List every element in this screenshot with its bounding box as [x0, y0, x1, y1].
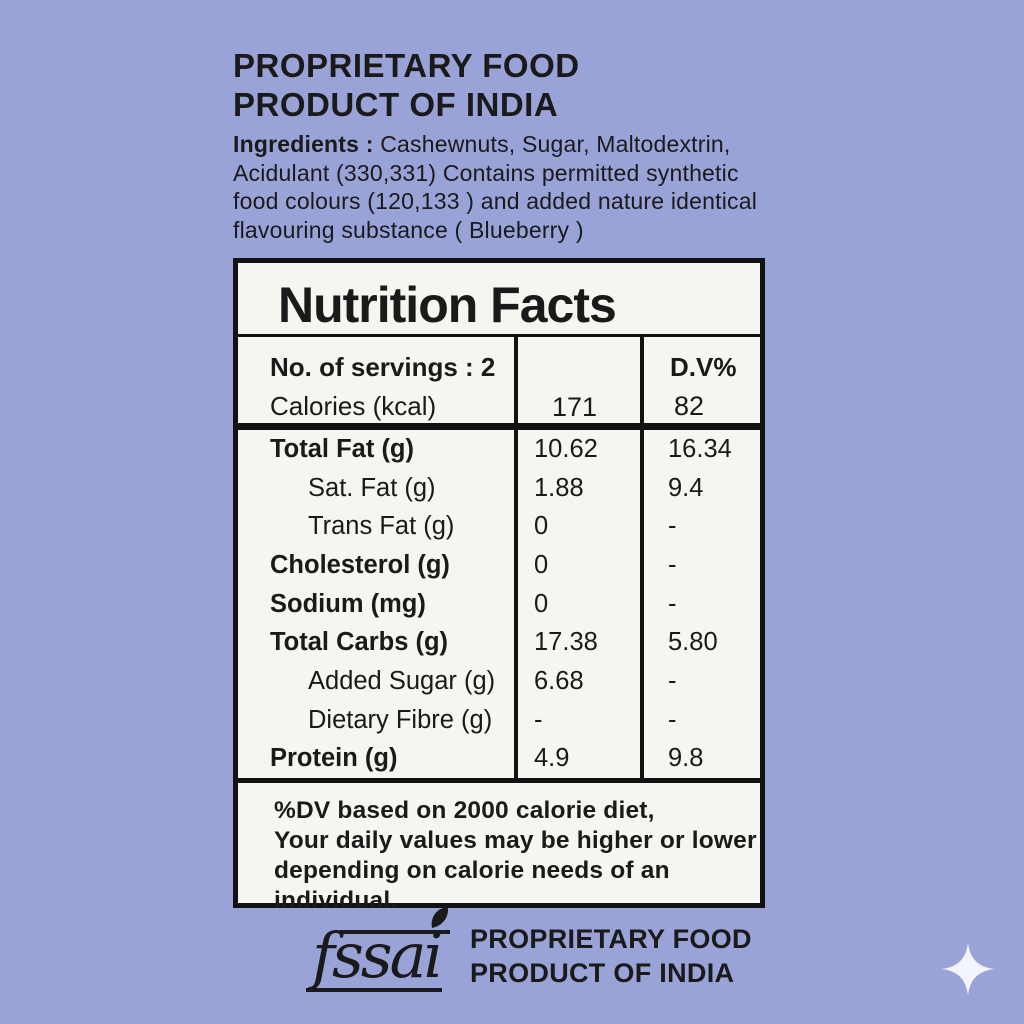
fssai-logo-bottomline: [306, 988, 442, 992]
calories-value-cell: 171: [518, 337, 644, 423]
calories-dv-value: 82: [674, 391, 705, 421]
nutrient-label: Total Carbs (g): [238, 623, 518, 663]
nutrition-facts-table: Nutrition Facts No. of servings : 2 Calo…: [233, 258, 765, 914]
daily-value-cell: D.V% 82: [644, 337, 760, 423]
brand-title-line1: PROPRIETARY FOOD: [233, 47, 580, 84]
footnote-line: Your daily values may be higher or lower: [274, 827, 757, 855]
nutrient-value: 1.88: [518, 468, 644, 508]
table-row: Trans Fat (g) 0 -: [238, 507, 760, 547]
nutrient-label: Sat. Fat (g): [238, 468, 518, 508]
ingredients-line: Acidulant (330,331) Contains permitted s…: [233, 159, 739, 186]
nutrient-value: 0: [518, 546, 644, 585]
nutrient-value: 4.9: [518, 739, 644, 779]
table-row: Protein (g) 4.9 9.8: [238, 739, 760, 779]
servings-calories-cell: No. of servings : 2 Calories (kcal): [238, 337, 518, 423]
nutrient-value: 10.62: [518, 430, 644, 469]
bottom-brand-text: PROPRIETARY FOOD PRODUCT OF INDIA: [470, 922, 752, 990]
nutrient-dv: -: [668, 512, 677, 541]
nutrient-label: Total Fat (g): [238, 430, 518, 469]
nutrient-value: 17.38: [518, 623, 644, 663]
fssai-leaf-icon: [431, 907, 449, 928]
table-row: Dietary Fibre (g) - -: [238, 700, 760, 740]
table-row: Total Carbs (g) 17.38 5.80: [238, 623, 760, 663]
table-row: Total Fat (g) 10.62 16.34: [238, 430, 760, 469]
dv-column-header: D.V%: [670, 352, 737, 382]
nutrient-label: Cholesterol (g): [238, 546, 518, 585]
nutrient-dv: 9.8: [668, 744, 704, 773]
table-row: Sat. Fat (g) 1.88 9.4: [238, 468, 760, 508]
nutrient-dv: -: [668, 589, 677, 618]
fssai-logo-topline: [340, 930, 450, 934]
bottom-brand-line2: PRODUCT OF INDIA: [470, 958, 735, 988]
nutrient-label: Trans Fat (g): [238, 507, 518, 547]
nutrient-value: 0: [518, 507, 644, 547]
nutrient-label: Protein (g): [238, 739, 518, 779]
bottom-brand-line1: PROPRIETARY FOOD: [470, 924, 752, 954]
ingredients-line: food colours (120,133 ) and added nature…: [233, 188, 758, 214]
sparkle-icon: [941, 942, 995, 996]
table-row: Sodium (mg) 0 -: [238, 584, 760, 624]
calories-label: Calories (kcal): [270, 391, 437, 421]
nutrient-dv: 9.4: [668, 473, 704, 502]
nutrient-dv: 16.34: [668, 434, 732, 463]
footnote-line: depending on calorie needs of an individ…: [274, 857, 670, 915]
bottom-brand-row: fssai PROPRIETARY FOOD PRODUCT OF INDIA: [306, 907, 752, 998]
nutrient-dv: -: [668, 705, 677, 734]
ingredients-line: Ingredients : Cashewnuts, Sugar, Maltode…: [233, 130, 757, 159]
nutrient-value: 6.68: [518, 662, 644, 701]
nutrient-dv: 5.80: [668, 628, 718, 657]
brand-title-line2: PRODUCT OF INDIA: [233, 86, 559, 123]
nutrient-value: 0: [518, 584, 644, 624]
brand-header: PROPRIETARY FOOD PRODUCT OF INDIA: [233, 46, 580, 124]
ingredients-line: flavouring substance ( Blueberry ): [233, 216, 584, 243]
nutrient-label: Sodium (mg): [238, 584, 518, 624]
nutrient-label: Added Sugar (g): [238, 662, 518, 701]
table-row: Cholesterol (g) 0 -: [238, 546, 760, 585]
nutrient-dv: -: [668, 550, 677, 579]
footnote-line: %DV based on 2000 calorie diet,: [274, 797, 655, 825]
ingredients-text: Cashewnuts, Sugar, Maltodextrin,: [380, 131, 731, 157]
table-row: Added Sugar (g) 6.68 -: [238, 662, 760, 701]
servings-label: No. of servings : 2: [270, 352, 496, 382]
nutrient-value: -: [518, 700, 644, 740]
nutrition-body: Total Fat (g) 10.62 16.34 Sat. Fat (g) 1…: [238, 430, 760, 779]
ingredients-paragraph: Ingredients : Cashewnuts, Sugar, Maltode…: [233, 130, 757, 244]
nutrition-header-row: No. of servings : 2 Calories (kcal) 171 …: [238, 337, 760, 430]
nutrition-facts-title: Nutrition Facts: [238, 263, 760, 337]
ingredients-label: Ingredients :: [233, 131, 374, 157]
nutrient-dv: -: [668, 666, 677, 695]
dv-footnote: %DV based on 2000 calorie diet, Your dai…: [238, 778, 760, 916]
fssai-logo: fssai: [306, 907, 452, 998]
nutrient-label: Dietary Fibre (g): [238, 700, 518, 740]
